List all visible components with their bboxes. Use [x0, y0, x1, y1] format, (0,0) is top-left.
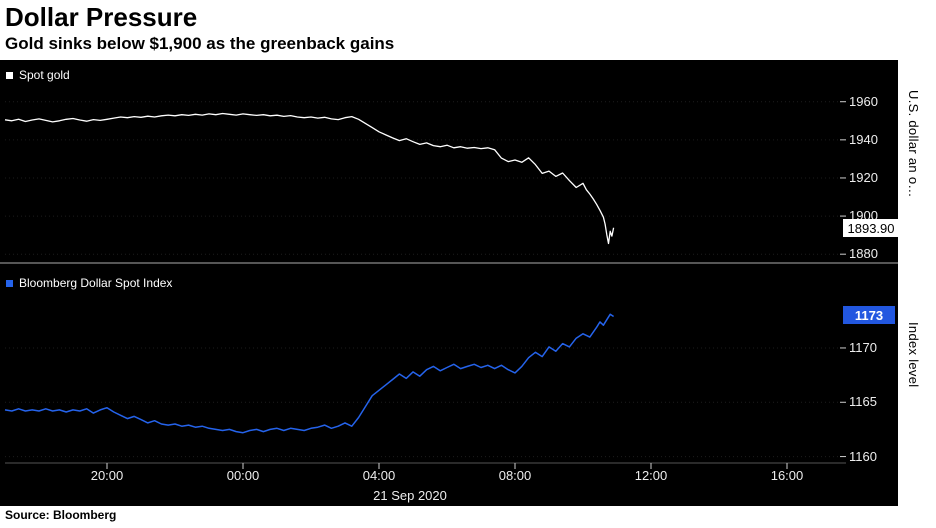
bottom-right-axis-title: Index level	[906, 322, 921, 388]
dollar-index-swatch-icon	[6, 279, 13, 287]
legend-spot-gold: Spot gold	[6, 68, 70, 82]
gold-last-price-badge: 1893.90	[843, 219, 899, 237]
dollar-index-line	[4, 313, 615, 434]
x-tick-label: 04:00	[362, 468, 396, 483]
x-tick-label: 20:00	[90, 468, 124, 483]
spot-gold-swatch-icon	[6, 71, 13, 79]
y-tick-label: 1160	[849, 448, 877, 464]
y-tick-label: 1170	[849, 339, 877, 355]
y-tick-label: 1880	[849, 246, 878, 262]
x-tick-label: 00:00	[226, 468, 260, 483]
legend-dollar-index: Bloomberg Dollar Spot Index	[6, 276, 172, 290]
top-right-axis-title: U.S. dollar an o…	[906, 90, 921, 198]
index-last-price-badge: 1173	[843, 306, 895, 324]
axis-tick-marks	[106, 101, 846, 469]
x-tick-label: 16:00	[770, 468, 804, 483]
chart-background	[0, 60, 898, 506]
x-tick-label: 08:00	[498, 468, 532, 483]
x-tick-label: 12:00	[634, 468, 668, 483]
y-tick-label: 1960	[849, 93, 878, 109]
legend-dollar-index-label: Bloomberg Dollar Spot Index	[19, 276, 173, 290]
axis-lines	[0, 262, 898, 464]
source-label: Source: Bloomberg	[5, 508, 117, 522]
y-tick-label: 1165	[849, 394, 877, 410]
x-axis-date-label: 21 Sep 2020	[373, 488, 447, 503]
page-subtitle: Gold sinks below $1,900 as the greenback…	[5, 34, 395, 53]
legend-spot-gold-label: Spot gold	[19, 68, 70, 82]
chart-header: Dollar Pressure Gold sinks below $1,900 …	[0, 0, 936, 60]
chart-series	[4, 112, 615, 434]
y-tick-label: 1940	[849, 131, 878, 147]
page-title: Dollar Pressure	[5, 2, 198, 32]
y-tick-label: 1920	[849, 169, 878, 185]
spot-gold-line	[4, 112, 615, 245]
